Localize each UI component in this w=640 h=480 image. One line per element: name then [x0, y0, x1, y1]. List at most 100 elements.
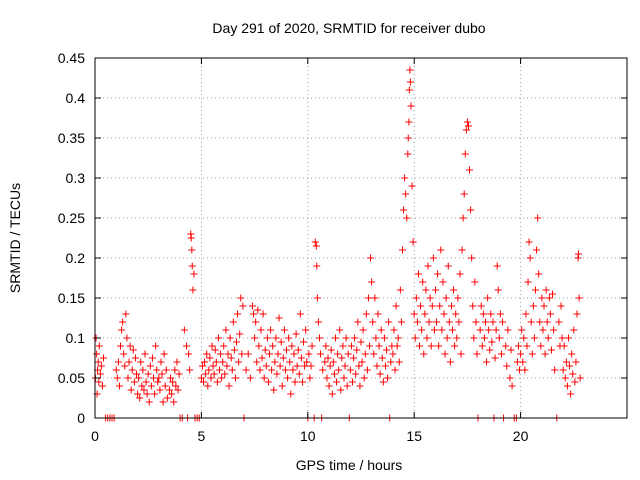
data-point [312, 242, 320, 250]
data-point [361, 350, 369, 358]
data-point [262, 362, 270, 370]
data-point [168, 390, 176, 398]
data-point [568, 350, 576, 358]
data-point [246, 374, 254, 382]
data-point [439, 278, 447, 286]
data-point [478, 342, 486, 350]
ticks-layer: 0 0.05 0.1 0.15 0.2 0.25 0.3 0.35 0.4 0.45 0 5 10 15 2… [58, 50, 627, 444]
data-point [252, 318, 260, 326]
data-point [290, 350, 298, 358]
data-point [265, 350, 273, 358]
data-point [367, 254, 375, 262]
data-point [464, 122, 472, 130]
data-point [100, 354, 108, 362]
data-point [259, 310, 267, 318]
data-point [341, 362, 349, 370]
data-point [171, 366, 179, 374]
data-point [228, 366, 236, 374]
data-point [144, 370, 152, 378]
data-point [119, 318, 127, 326]
data-point [557, 302, 565, 310]
data-point [421, 310, 429, 318]
data-point [573, 310, 581, 318]
data-point [356, 382, 364, 390]
data-point [223, 362, 231, 370]
data-point [239, 302, 247, 310]
data-point [533, 246, 541, 254]
data-point [400, 206, 408, 214]
data-point [374, 310, 382, 318]
y-tick-label: 0.3 [66, 170, 86, 186]
data-point [566, 362, 574, 370]
data-point [567, 390, 575, 398]
data-point [433, 318, 441, 326]
data-point [383, 346, 391, 354]
data-point [212, 358, 220, 366]
data-point [255, 342, 263, 350]
data-point [508, 382, 516, 390]
data-point [117, 342, 125, 350]
data-point [441, 350, 449, 358]
data-point [357, 338, 365, 346]
data-point [298, 378, 306, 386]
data-point [401, 174, 409, 182]
data-point [157, 358, 165, 366]
data-point [430, 326, 438, 334]
data-point [344, 350, 352, 358]
data-point [288, 342, 296, 350]
data-point [260, 374, 268, 382]
data-point [295, 370, 303, 378]
data-point [173, 358, 181, 366]
data-point [231, 374, 239, 382]
data-point [541, 350, 549, 358]
data-point [321, 358, 329, 366]
data-point [340, 374, 348, 382]
data-point [334, 350, 342, 358]
data-point [208, 342, 216, 350]
data-point [114, 358, 122, 366]
data-point [384, 374, 392, 382]
data-point [446, 358, 454, 366]
data-point [576, 374, 584, 382]
data-point [183, 342, 191, 350]
data-point [381, 362, 389, 370]
y-tick-label: 0.45 [58, 50, 85, 66]
data-point [503, 362, 511, 370]
data-point [258, 354, 266, 362]
y-tick-label: 0 [77, 410, 85, 426]
data-point [377, 326, 385, 334]
data-point [542, 286, 550, 294]
data-point [362, 310, 370, 318]
data-point [404, 134, 412, 142]
data-point [486, 346, 494, 354]
data-point [98, 382, 106, 390]
data-point [428, 302, 436, 310]
data-point [476, 326, 484, 334]
data-point [569, 370, 577, 378]
data-point [278, 382, 286, 390]
grid-layer [95, 58, 627, 418]
data-point [461, 150, 469, 158]
data-point [326, 362, 334, 370]
data-point [369, 318, 377, 326]
y-tick-label: 0.2 [66, 250, 86, 266]
data-point [95, 342, 103, 350]
data-point [437, 246, 445, 254]
data-point [306, 374, 314, 382]
data-point [393, 342, 401, 350]
data-point [319, 366, 327, 374]
data-point [211, 346, 219, 354]
data-point [520, 334, 528, 342]
x-tick-label: 10 [300, 428, 316, 444]
data-point [335, 366, 343, 374]
data-point [445, 318, 453, 326]
data-point [477, 302, 485, 310]
y-tick-label: 0.4 [66, 90, 86, 106]
data-point [469, 302, 477, 310]
data-point [346, 366, 354, 374]
data-point [248, 302, 256, 310]
data-point [242, 366, 250, 374]
data-point [493, 262, 501, 270]
data-point [375, 342, 383, 350]
data-point [135, 374, 143, 382]
